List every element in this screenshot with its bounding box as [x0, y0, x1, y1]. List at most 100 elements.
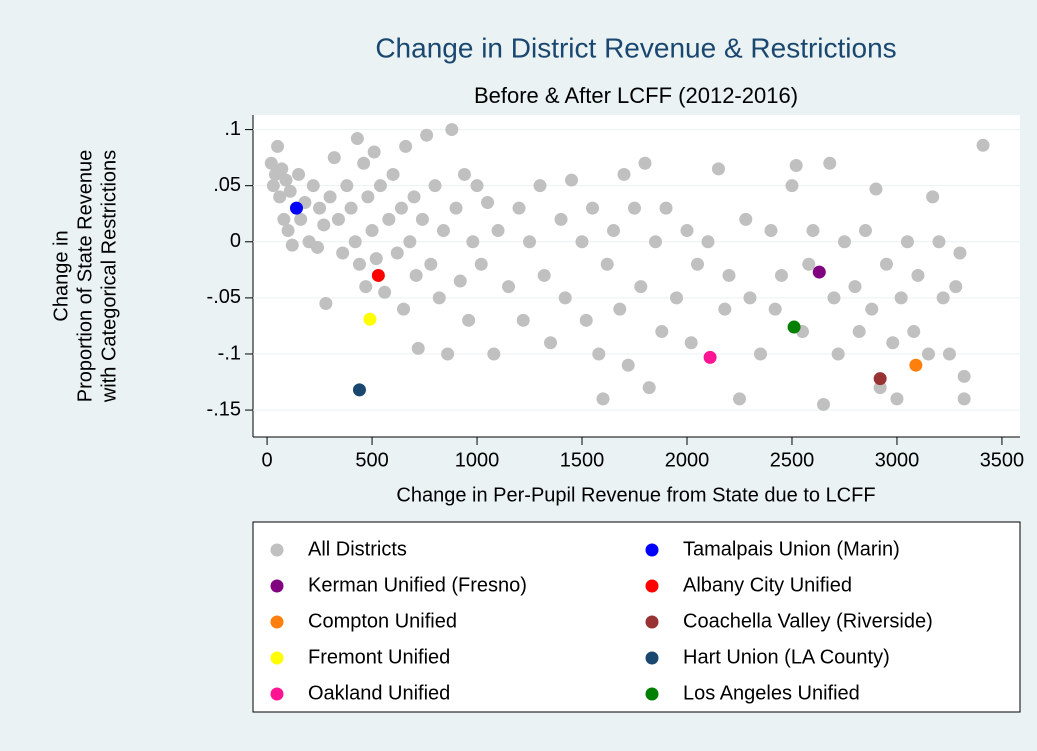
data-point [848, 280, 862, 294]
data-point [512, 201, 526, 215]
data-point [441, 347, 455, 361]
data-point [858, 224, 872, 238]
data-point [283, 184, 297, 198]
legend-label: Los Angeles Unified [683, 682, 860, 704]
data-point [397, 302, 411, 316]
data-point [703, 350, 717, 364]
data-point [753, 347, 767, 361]
data-point [390, 246, 404, 260]
data-point [816, 397, 830, 411]
legend-label: Coachella Valley (Riverside) [683, 610, 933, 632]
data-point [879, 257, 893, 271]
data-point [932, 235, 946, 249]
data-point [292, 167, 306, 181]
data-point [403, 235, 417, 249]
data-point [373, 179, 387, 193]
data-point [264, 156, 278, 170]
data-point [634, 280, 648, 294]
data-point [900, 235, 914, 249]
legend-label: Tamalpais Union (Marin) [683, 538, 900, 560]
data-point [711, 162, 725, 176]
data-point [340, 179, 354, 193]
data-point [957, 392, 971, 406]
data-point [544, 336, 558, 350]
data-point [558, 291, 572, 305]
data-point [655, 325, 669, 339]
data-point [273, 190, 287, 204]
data-point [873, 381, 887, 395]
data-point [378, 285, 392, 299]
data-point [306, 179, 320, 193]
legend-marker [270, 579, 284, 593]
data-point [411, 341, 425, 355]
data-point [449, 201, 463, 215]
data-point [365, 224, 379, 238]
data-point [743, 291, 757, 305]
data-point [926, 190, 940, 204]
data-point [317, 218, 331, 232]
data-point [470, 179, 484, 193]
data-point [310, 240, 324, 254]
data-point [537, 268, 551, 282]
data-point [575, 235, 589, 249]
data-point [357, 156, 371, 170]
legend-label: Oakland Unified [308, 682, 450, 704]
legend-marker [645, 651, 659, 665]
legend-label: Kerman Unified (Fresno) [308, 574, 527, 596]
data-point [812, 265, 826, 279]
data-point [642, 381, 656, 395]
data-point [921, 347, 935, 361]
legend-marker [270, 651, 284, 665]
data-point [352, 257, 366, 271]
data-point [502, 280, 516, 294]
data-point [277, 212, 291, 226]
data-point [394, 201, 408, 215]
data-point [266, 179, 280, 193]
data-point [453, 274, 467, 288]
data-point [523, 235, 537, 249]
data-point [617, 167, 631, 181]
x-axis-title: Change in Per-Pupil Revenue from State d… [396, 484, 875, 506]
data-point [409, 268, 423, 282]
y-tick-label: -.05 [207, 286, 241, 308]
data-point [789, 158, 803, 172]
data-point [424, 257, 438, 271]
data-point [275, 162, 289, 176]
data-point [890, 392, 904, 406]
data-point [942, 347, 956, 361]
legend-marker [645, 579, 659, 593]
data-point [371, 268, 385, 282]
x-tick-label: 1000 [455, 449, 500, 471]
y-tick-label: -.1 [218, 342, 241, 364]
data-point [359, 280, 373, 294]
data-point [701, 235, 715, 249]
data-point [949, 280, 963, 294]
data-point [445, 123, 459, 137]
legend-label: Hart Union (LA County) [683, 646, 890, 668]
chart-subtitle: Before & After LCFF (2012-2016) [474, 83, 798, 108]
x-tick-label: 500 [355, 449, 388, 471]
data-point [279, 173, 293, 187]
data-point [739, 212, 753, 226]
x-tick-label: 1500 [560, 449, 605, 471]
data-point [352, 383, 366, 397]
y-axis-title: Proportion of State Revenue [74, 150, 96, 402]
data-point [554, 212, 568, 226]
data-point [806, 224, 820, 238]
data-point [491, 224, 505, 238]
data-point [457, 167, 471, 181]
data-point [285, 238, 299, 252]
data-point [487, 347, 501, 361]
data-point [481, 196, 495, 210]
legend-label: Albany City Unified [683, 574, 852, 596]
data-point [348, 235, 362, 249]
data-point [722, 268, 736, 282]
data-point [415, 212, 429, 226]
data-point [407, 190, 421, 204]
data-point [331, 212, 345, 226]
data-point [873, 372, 887, 386]
legend-marker [270, 543, 284, 557]
data-point [785, 179, 799, 193]
y-axis-title: Change in [50, 230, 72, 321]
data-point [294, 212, 308, 226]
